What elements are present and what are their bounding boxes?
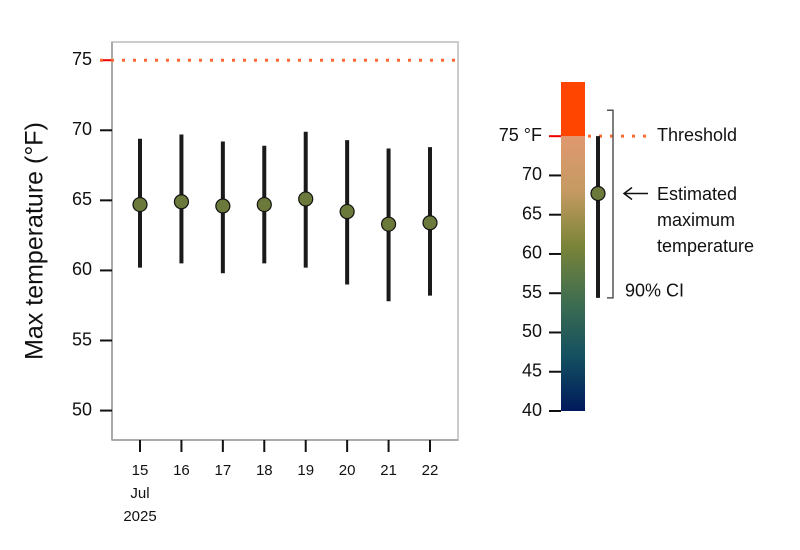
legend-arrow — [622, 186, 648, 201]
y-tick-label: 60 — [72, 259, 92, 279]
x-tick-label: 21 — [380, 462, 397, 479]
x-tick-label: 20 — [339, 462, 356, 479]
y-tick-label: 55 — [72, 329, 92, 349]
point — [256, 196, 272, 213]
x-tick-sublabel: 2025 — [123, 508, 156, 525]
legend-point-label: maximum — [657, 210, 735, 230]
colorbar-above — [561, 82, 585, 137]
colorbar — [561, 136, 585, 411]
x-tick-label: 19 — [297, 462, 314, 479]
legend-tick-label: 70 — [522, 164, 542, 184]
point — [380, 216, 397, 232]
x-tick-label: 17 — [215, 462, 232, 479]
legend-tick-label: 65 — [522, 203, 542, 223]
plot-frame — [111, 41, 459, 441]
legend-tick-label: 75 °F — [499, 125, 542, 145]
legend-tick-label: 45 — [522, 360, 542, 380]
legend-point — [590, 185, 606, 202]
y-tick-label: 50 — [72, 399, 92, 419]
ci-bracket — [607, 109, 614, 299]
y-tick-label: 75 — [72, 49, 92, 69]
point — [422, 215, 438, 231]
x-tick-label: 22 — [422, 462, 439, 479]
x-tick-label: 16 — [173, 462, 190, 479]
point — [173, 194, 190, 210]
x-tick-label: 15 — [132, 462, 149, 479]
y-axis-title: Max temperature (°F) — [21, 122, 49, 360]
legend-tick-label: 55 — [522, 282, 542, 302]
legend-ci-label: 90% CI — [625, 281, 684, 301]
legend-tick-label: 50 — [522, 321, 542, 341]
point — [215, 198, 231, 214]
point — [132, 196, 148, 213]
legend-tick-label: 60 — [522, 243, 542, 263]
x-tick-sublabel: Jul — [130, 485, 149, 502]
legend-tick-label: 40 — [522, 400, 542, 420]
y-tick-label: 70 — [72, 119, 92, 139]
legend-threshold-label: Threshold — [657, 125, 737, 145]
legend-point-label: Estimated — [657, 184, 737, 204]
point — [339, 203, 355, 220]
x-tick-label: 18 — [256, 462, 273, 479]
legend-point-label: temperature — [657, 236, 754, 256]
point — [298, 191, 314, 207]
y-tick-label: 65 — [72, 189, 92, 209]
